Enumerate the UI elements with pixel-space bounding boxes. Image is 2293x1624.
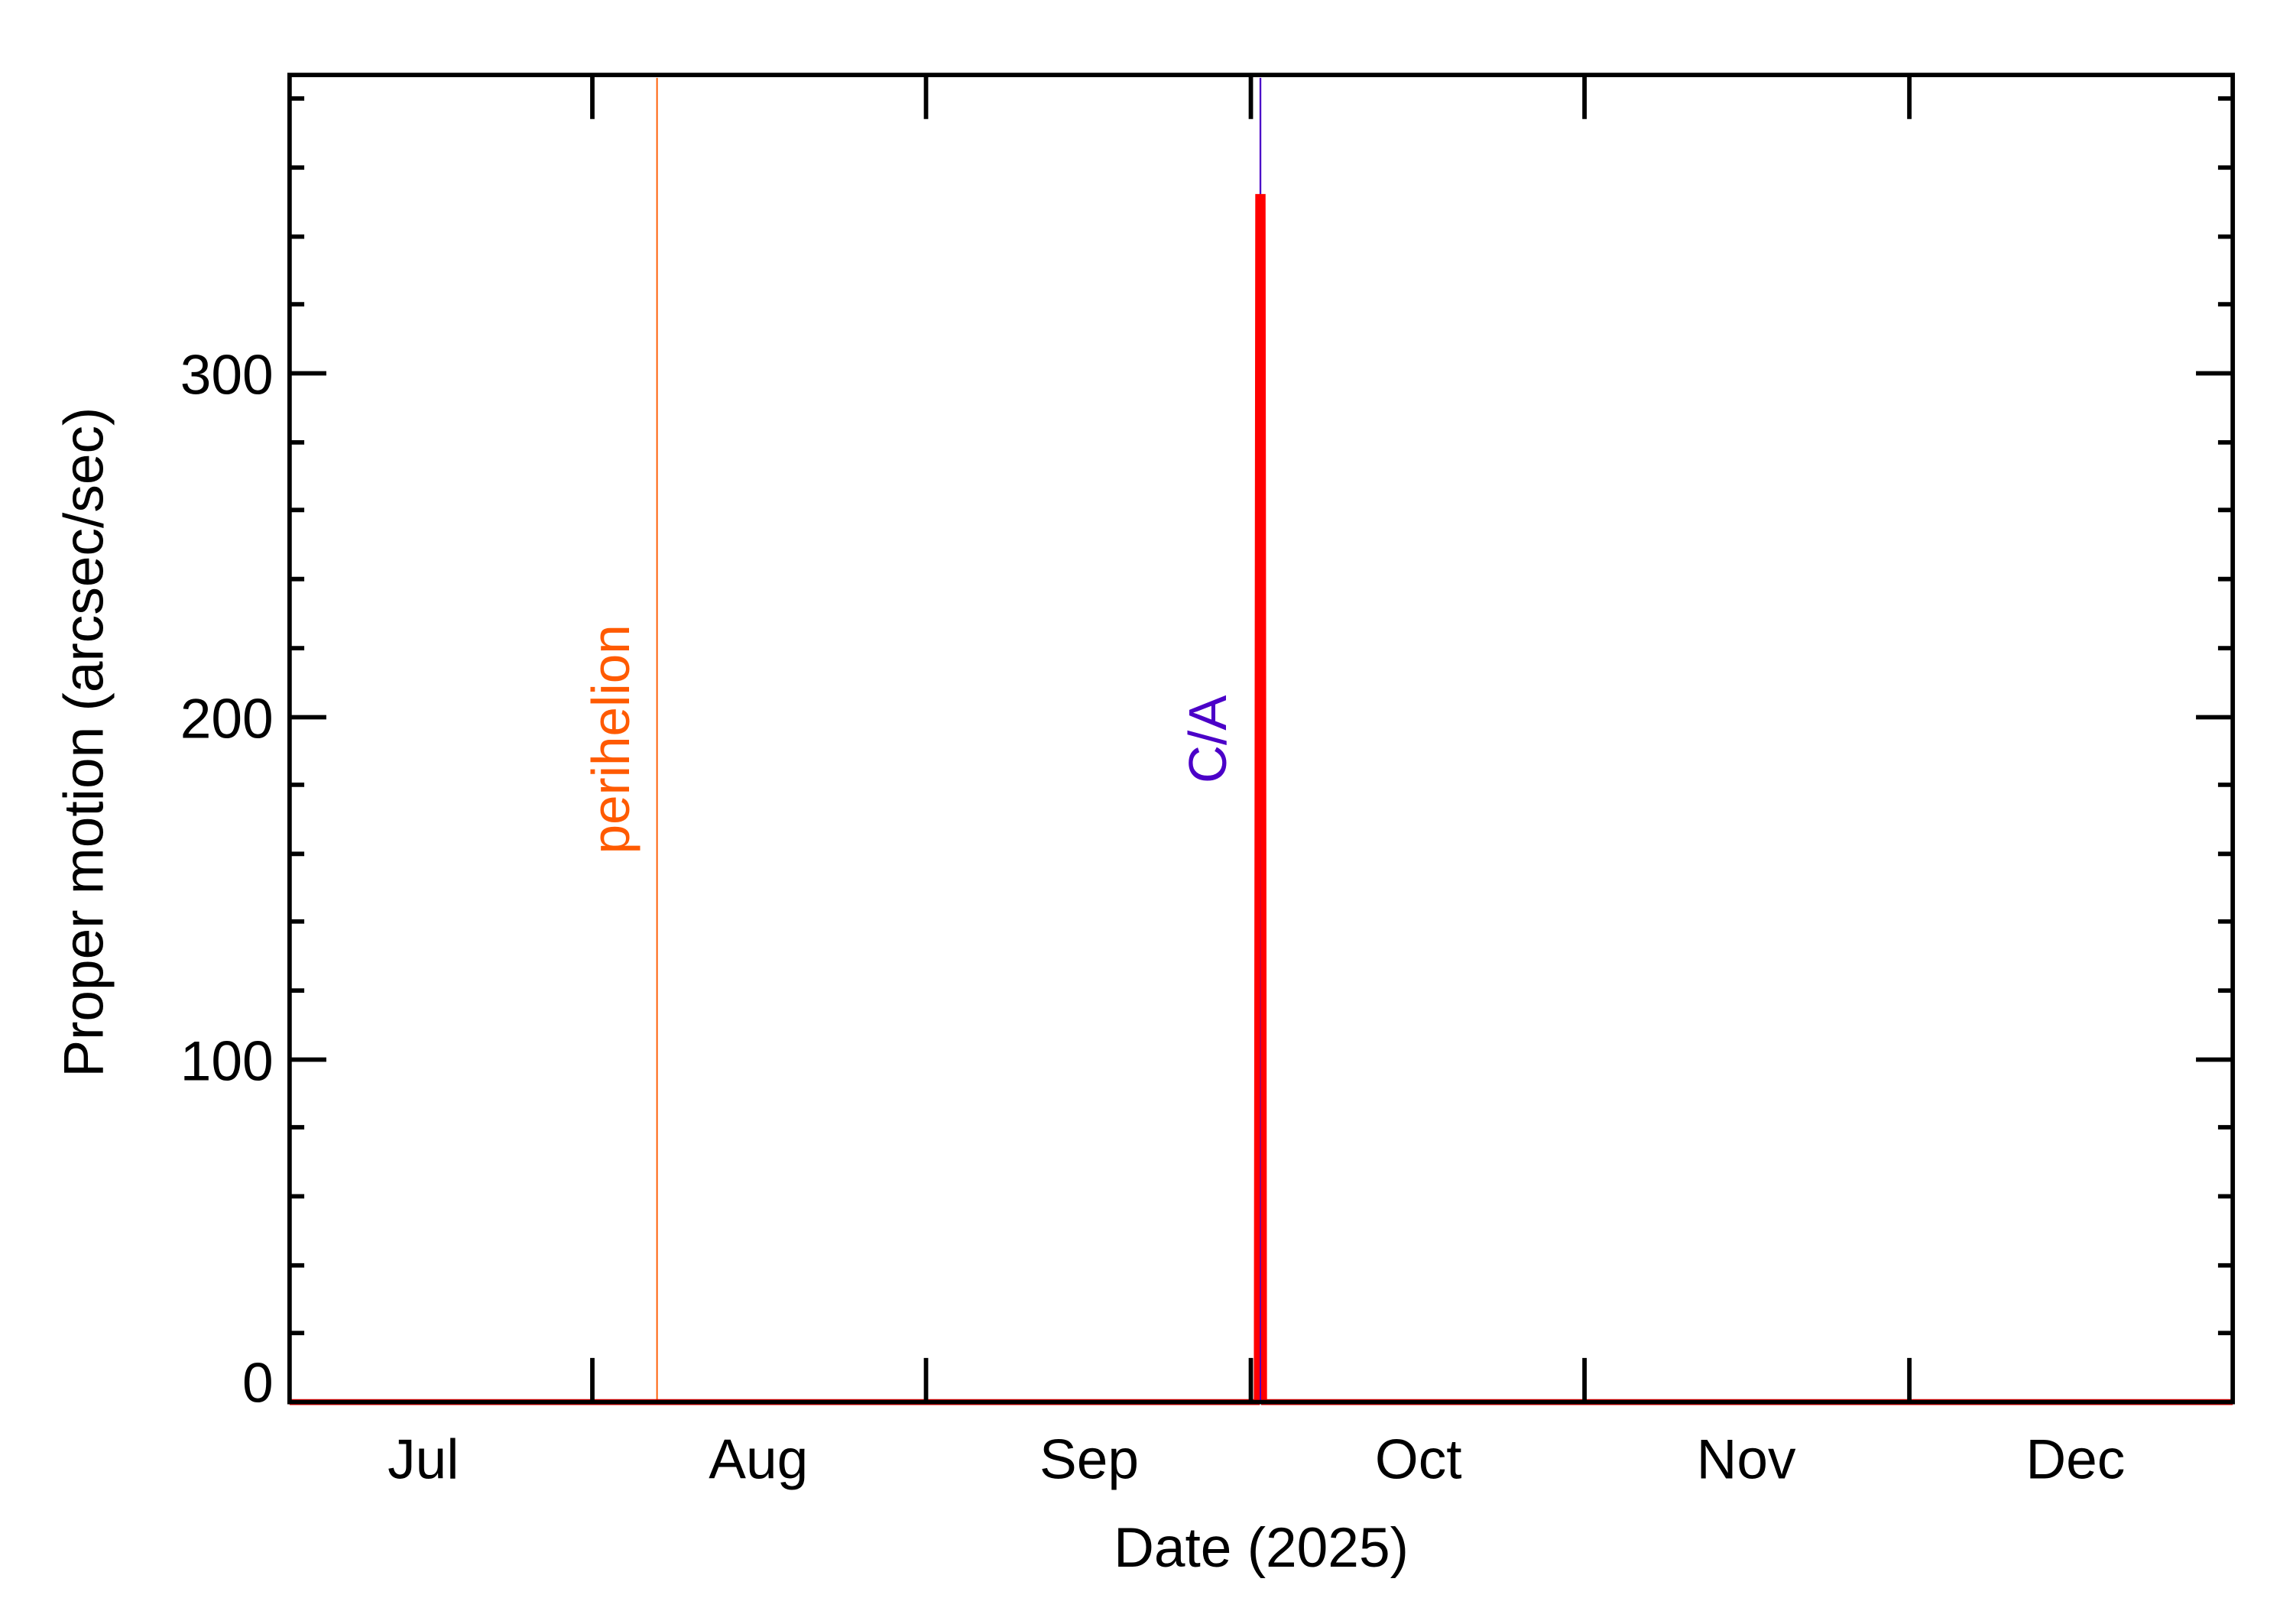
ytick-100: 100 — [180, 1030, 274, 1092]
x-ticks — [590, 75, 1912, 1402]
x-axis-title: Date (2025) — [1114, 1517, 1409, 1579]
ytick-200: 200 — [180, 688, 274, 750]
xtick-dec: Dec — [2025, 1429, 2125, 1491]
xtick-oct: Oct — [1375, 1429, 1462, 1491]
y-ticks — [289, 96, 2233, 1336]
y-axis-title: Proper motion (arcsec/sec) — [54, 407, 115, 1078]
plot-frame — [287, 73, 2236, 1405]
ytick-300: 300 — [180, 344, 274, 406]
ytick-0: 0 — [242, 1353, 274, 1415]
xtick-sep: Sep — [1039, 1429, 1139, 1491]
perihelion-label: perihelion — [581, 624, 641, 854]
xtick-nov: Nov — [1697, 1429, 1796, 1491]
xtick-jul: Jul — [388, 1429, 459, 1491]
xtick-aug: Aug — [709, 1429, 808, 1491]
ca-label: C/A — [1178, 695, 1237, 783]
